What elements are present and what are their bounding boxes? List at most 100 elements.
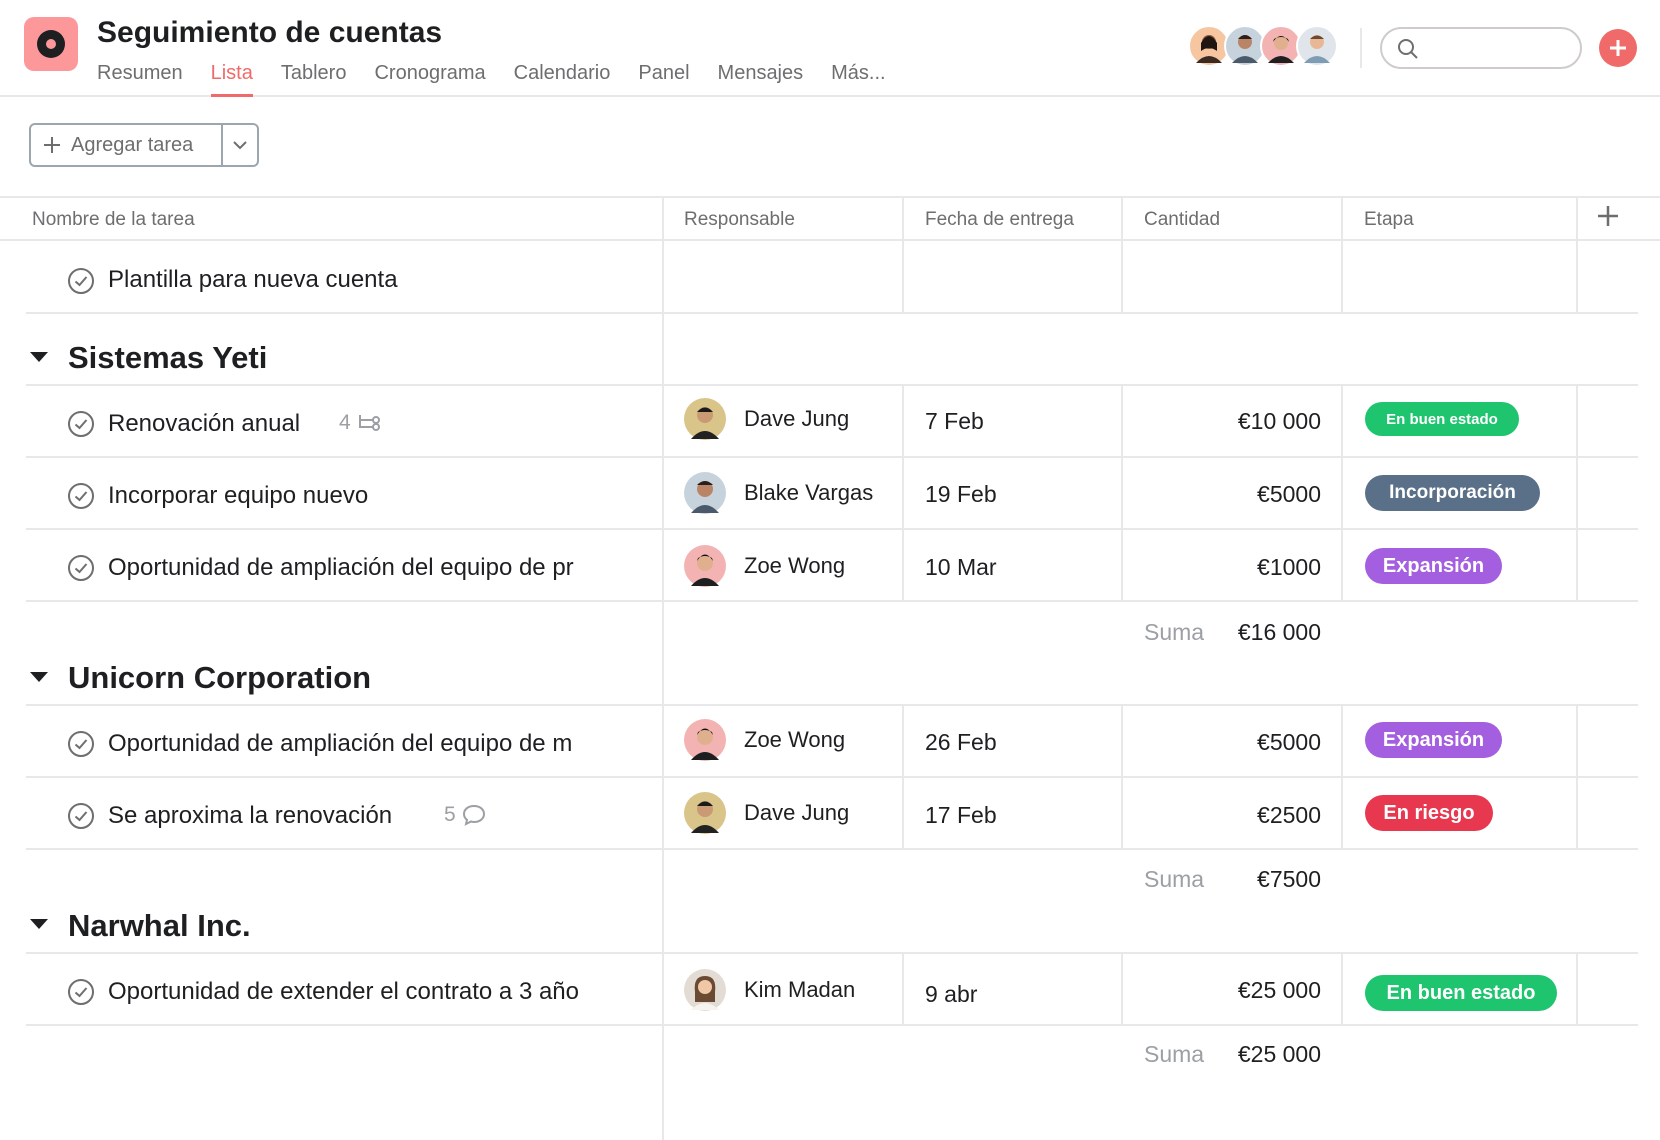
add-task-dropdown[interactable] — [223, 125, 257, 165]
column-header-task[interactable]: Nombre de la tarea — [32, 208, 195, 230]
check-circle-icon[interactable] — [67, 730, 95, 758]
collapse-caret-icon[interactable] — [30, 919, 48, 929]
check-circle-icon[interactable] — [67, 482, 95, 510]
tab-mensajes[interactable]: Mensajes — [717, 62, 804, 84]
column-header-stage[interactable]: Etapa — [1364, 208, 1414, 230]
stage-badge[interactable]: Expansión — [1365, 722, 1502, 758]
column-header-amount[interactable]: Cantidad — [1144, 208, 1221, 230]
column-divider — [902, 196, 904, 241]
sum-value: €16 000 — [1237, 619, 1321, 645]
amount-value[interactable]: €5000 — [1257, 729, 1321, 755]
assignee-name: Kim Madan — [744, 977, 856, 1002]
task-name[interactable]: Incorporar equipo nuevo — [108, 482, 369, 509]
assignee-cell[interactable]: Dave Jung — [684, 398, 849, 440]
amount-value[interactable]: €5000 — [1257, 481, 1321, 507]
assignee-cell[interactable]: Zoe Wong — [684, 719, 845, 761]
assignee-cell[interactable]: Dave Jung — [684, 792, 849, 834]
add-column-button[interactable] — [1596, 204, 1620, 233]
row-divider — [26, 600, 1638, 602]
column-divider — [1121, 241, 1123, 313]
task-name[interactable]: Se aproxima la renovación — [108, 802, 393, 829]
target-icon[interactable] — [24, 17, 78, 71]
avatar[interactable] — [1260, 25, 1302, 67]
check-circle-icon[interactable] — [67, 267, 95, 295]
task-name[interactable]: Plantilla para nueva cuenta — [108, 266, 398, 293]
assignee-cell[interactable]: Blake Vargas — [684, 472, 873, 514]
avatar[interactable] — [1188, 25, 1230, 67]
collapse-caret-icon[interactable] — [30, 672, 48, 682]
amount-value[interactable]: €25 000 — [1237, 977, 1321, 1003]
column-divider — [1341, 384, 1343, 600]
quick-add-button[interactable] — [1599, 29, 1637, 67]
section-title[interactable]: Unicorn Corporation — [68, 660, 372, 695]
task-name[interactable]: Oportunidad de extender el contrato a 3 … — [108, 978, 579, 1005]
column-divider — [1576, 384, 1578, 600]
sum-value: €25 000 — [1237, 1041, 1321, 1067]
task-name[interactable]: Renovación anual — [108, 410, 301, 437]
assignee-cell[interactable]: Zoe Wong — [684, 545, 845, 587]
due-date[interactable]: 10 Mar — [925, 554, 997, 580]
tab-cronograma[interactable]: Cronograma — [374, 62, 486, 84]
avatar — [684, 398, 726, 440]
stage-badge[interactable]: En buen estado — [1365, 402, 1519, 436]
stage-badge[interactable]: En riesgo — [1365, 795, 1493, 831]
avatar[interactable] — [1296, 25, 1338, 67]
tab-resumen[interactable]: Resumen — [97, 62, 183, 84]
row-divider — [26, 1024, 1638, 1026]
section-title[interactable]: Sistemas Yeti — [68, 340, 268, 375]
row-divider — [26, 848, 1638, 850]
tab-mas[interactable]: Más... — [831, 62, 886, 84]
due-date[interactable]: 17 Feb — [925, 802, 997, 828]
chevron-down-icon — [233, 141, 247, 150]
check-circle-icon[interactable] — [67, 554, 95, 582]
tab-panel[interactable]: Panel — [638, 62, 690, 84]
subtask-count[interactable]: 4 — [339, 411, 381, 435]
assignee-cell[interactable]: Kim Madan — [684, 969, 855, 1011]
amount-value[interactable]: €2500 — [1257, 802, 1321, 828]
check-circle-icon[interactable] — [67, 802, 95, 830]
stage-badge[interactable]: Expansión — [1365, 548, 1502, 584]
amount-value[interactable]: €10 000 — [1237, 408, 1321, 434]
column-divider — [1576, 196, 1578, 241]
task-name[interactable]: Oportunidad de ampliación del equipo de … — [108, 554, 574, 581]
avatar — [684, 545, 726, 587]
due-date[interactable]: 19 Feb — [925, 481, 997, 507]
column-header-assignee[interactable]: Responsable — [684, 208, 795, 230]
tab-tablero[interactable]: Tablero — [280, 62, 347, 84]
table-header: Nombre de la tarea Responsable Fecha de … — [0, 196, 1660, 241]
add-task-split-button: Agregar tarea — [29, 123, 259, 167]
check-circle-icon[interactable] — [67, 410, 95, 438]
plus-icon — [44, 137, 60, 153]
assignee-name: Dave Jung — [744, 800, 850, 825]
section-title[interactable]: Narwhal Inc. — [68, 908, 251, 943]
amount-value[interactable]: €1000 — [1257, 554, 1321, 580]
comment-count[interactable]: 5 — [444, 803, 486, 827]
sum-value: €7500 — [1257, 866, 1321, 892]
search-input[interactable] — [1426, 35, 1571, 61]
column-divider — [1121, 704, 1123, 848]
column-divider — [1341, 241, 1343, 313]
stage-badge[interactable]: En buen estado — [1365, 975, 1557, 1011]
tab-lista[interactable]: Lista — [210, 62, 253, 97]
task-name[interactable]: Oportunidad de ampliación del equipo de … — [108, 730, 573, 757]
tab-calendario[interactable]: Calendario — [513, 62, 611, 84]
row-divider — [26, 312, 1638, 314]
row-divider — [26, 528, 1638, 530]
due-date[interactable]: 26 Feb — [925, 729, 997, 755]
check-circle-icon[interactable] — [67, 978, 95, 1006]
due-date[interactable]: 7 Feb — [925, 408, 984, 434]
add-task-button[interactable]: Agregar tarea — [31, 125, 221, 165]
due-date[interactable]: 9 abr — [925, 981, 978, 1007]
avatar — [684, 472, 726, 514]
column-divider — [1121, 196, 1123, 241]
collapse-caret-icon[interactable] — [30, 352, 48, 362]
stage-badge[interactable]: Incorporación — [1365, 475, 1540, 511]
column-divider — [902, 704, 904, 848]
column-divider — [1121, 952, 1123, 1024]
avatar — [684, 719, 726, 761]
column-header-due[interactable]: Fecha de entrega — [925, 208, 1074, 230]
search-box[interactable] — [1380, 27, 1582, 69]
project-tabs: Resumen Lista Tablero Cronograma Calenda… — [97, 62, 914, 97]
column-divider — [1576, 241, 1578, 313]
member-avatars[interactable] — [1188, 25, 1338, 67]
